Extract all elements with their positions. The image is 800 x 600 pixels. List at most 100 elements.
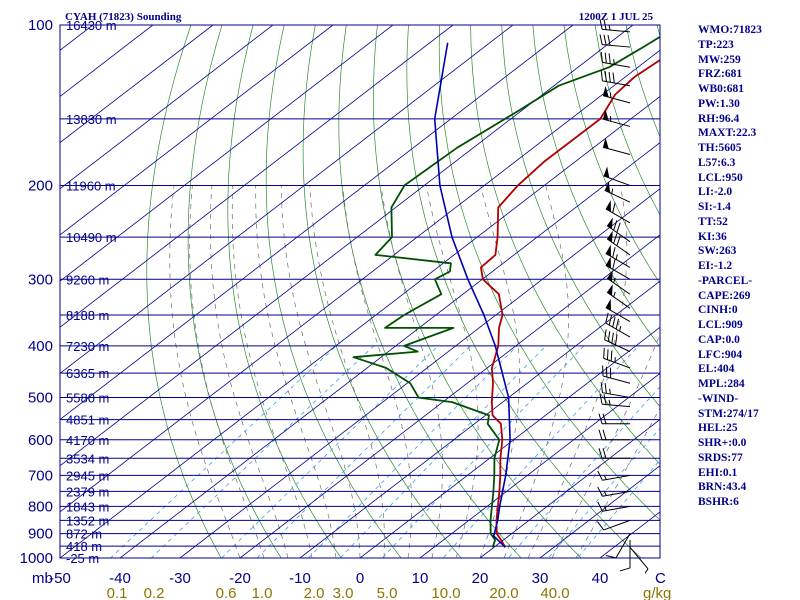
wind-barb [629,547,649,574]
barb-staff [604,189,631,203]
barb-pennant [605,298,611,311]
index-item: CAP:0.0 [698,333,740,346]
wind-barb [605,244,631,268]
isotherm [60,25,634,467]
barb-half-flag [608,399,611,405]
barb-flag [616,235,621,246]
barb-flag [602,413,607,424]
temperature-tick-label: -30 [169,570,191,587]
moist-adiabat [255,185,337,558]
index-item: TH:5605 [698,142,742,154]
barb-flag [600,70,603,81]
pressure-tick-label: 200 [28,177,53,194]
barb-flag [613,233,618,244]
index-item: BSHR:6 [698,496,739,508]
barb-staff [602,375,631,384]
index-item: L57:6.3 [698,156,736,169]
barb-flag [616,222,621,233]
barb-staff [603,175,631,186]
temperature-tick-label: 10 [412,570,429,587]
index-item: EHI:0.1 [698,466,738,479]
height-label: 11960 m [66,178,116,193]
barb-flag [612,259,616,270]
mixing-ratio-line [150,345,374,558]
barb-flag [607,34,611,46]
index-item: SI:-1.4 [698,201,731,213]
barb-pennant [607,269,613,282]
mixing-ratio-label: 10.0 [431,585,460,600]
barb-flag [612,72,615,84]
barb-flag [599,393,603,405]
barb-staff [605,264,631,280]
index-item: CINH:0 [698,304,738,317]
moist-adiabat [231,185,313,558]
isotherm [60,25,334,236]
barb-half-flag [613,277,616,283]
wind-barb [606,269,631,295]
barb-pennant [604,181,611,193]
moist-adiabat [342,185,412,558]
index-item: KI:36 [698,230,727,243]
barb-flag [598,413,603,424]
pressure-tick-label: 800 [28,498,53,515]
dry-adiabat [406,25,642,558]
height-label: 4851 m [66,413,109,428]
barb-staff [606,225,631,243]
height-label: 4170 m [66,433,109,448]
barb-half-flag [603,490,607,496]
barb-staff [602,392,631,399]
index-item: RH:96.4 [698,112,740,125]
index-item: MAXT:22.3 [698,127,757,140]
barb-half-flag [611,188,614,194]
barb-flag [602,448,607,459]
barb-flag [608,53,611,64]
temperature-tick-label: 30 [532,570,549,587]
wind-barb [598,413,630,425]
barb-pennant [607,284,613,296]
isotherm [60,25,274,190]
index-item: -PARCEL- [698,274,753,287]
index-item: WMO:71823 [698,24,762,36]
barb-pennant [605,256,611,269]
pressure-tick-label: 900 [28,526,53,543]
height-label: 2379 m [66,484,109,499]
barb-staff [605,322,631,338]
barb-flag [604,382,607,394]
mixing-ratio-line [507,386,660,558]
mixing-ratio-line [307,345,518,558]
chart-time: 1200Z 1 JUL 25 [579,11,654,23]
barb-staff [602,95,631,104]
temperature-tick-label: 40 [592,570,609,587]
index-item: SW:263 [698,245,737,258]
mixing-ratio-line [221,345,439,558]
pressure-tick-label: 1000 [20,550,53,567]
temperature-tick-label: -40 [109,570,131,587]
barb-staff [603,519,631,531]
isotherm [60,25,214,144]
index-item: STM:274/17 [698,407,759,420]
isotherm [299,280,660,558]
barb-flag [612,202,616,213]
moist-adiabat [380,185,443,558]
barb-flag [604,52,607,64]
pressure-tick-label: 600 [28,432,53,449]
isotherm [419,372,660,558]
wind-barb [606,217,631,243]
index-item: FRZ:681 [698,68,743,81]
index-item: LCL:909 [698,319,743,331]
barb-staff [603,357,631,369]
dry-adiabat [227,25,342,558]
index-item: SHR+:0.0 [698,437,747,449]
isotherm [60,49,660,513]
moist-adiabat [551,333,660,558]
barb-half-flag [603,505,607,511]
barb-flag [612,316,616,328]
barb-staff [602,28,631,33]
wind-barb [606,230,631,256]
wind-barb [605,533,631,559]
moist-adiabat [169,185,241,558]
pressure-tick-label: 700 [28,467,53,484]
mixing-ratio-label: 3.0 [333,585,354,600]
mixing-ratio-label: 2.0 [304,585,325,600]
wind-barb [599,34,631,48]
